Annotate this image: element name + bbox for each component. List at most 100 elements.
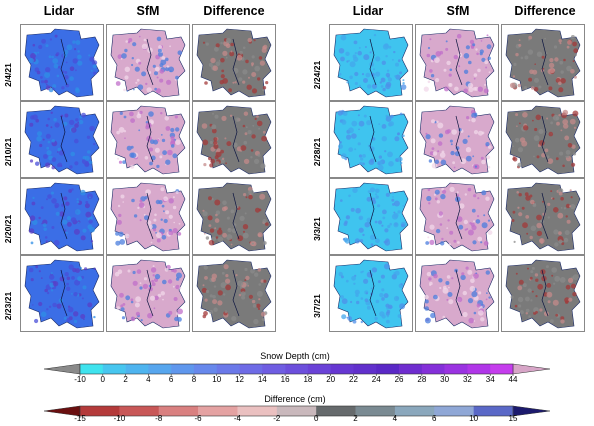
- map-pixel-patch: [545, 265, 549, 269]
- map-pixel-patch: [244, 212, 247, 215]
- map-pixel-patch: [117, 204, 121, 208]
- map-pixel-patch: [544, 312, 546, 315]
- map-pixel-patch: [162, 279, 167, 285]
- map-pixel-patch: [391, 274, 397, 280]
- map-pixel-patch: [478, 310, 484, 316]
- map-pixel-patch: [230, 243, 233, 246]
- map-pixel-patch: [70, 151, 75, 157]
- map-pixel-patch: [87, 302, 93, 308]
- map-pixel-patch: [466, 116, 470, 120]
- colorbar-segment: [316, 406, 356, 416]
- map-pixel-patch: [173, 268, 177, 273]
- map-pixel-patch: [363, 78, 368, 83]
- map-pixel-patch: [147, 220, 152, 225]
- map-pixel-patch: [131, 198, 135, 203]
- map-pixel-patch: [560, 78, 566, 84]
- snow-depth-bar-title: Snow Depth (cm): [260, 351, 330, 361]
- map-pixel-patch: [75, 118, 79, 122]
- map-pixel-patch: [355, 293, 359, 297]
- map-pixel-patch: [176, 272, 182, 279]
- map-pixel-patch: [563, 207, 567, 210]
- map-pixel-patch: [71, 188, 74, 191]
- map-pixel-patch: [384, 150, 387, 153]
- map-pixel-patch: [445, 40, 448, 43]
- map-pixel-patch: [143, 277, 148, 281]
- map-pixel-patch: [220, 158, 225, 164]
- map-pixel-patch: [438, 133, 444, 138]
- colorbar-segment: [490, 364, 514, 374]
- header-difference-left: Difference: [203, 4, 265, 18]
- map-pixel-patch: [213, 143, 219, 149]
- map-pixel-patch: [444, 86, 449, 92]
- map-pixel-patch: [359, 161, 363, 165]
- map-pixel-patch: [213, 140, 218, 145]
- map-pixel-patch: [92, 210, 95, 213]
- map-pixel-patch: [449, 230, 454, 235]
- map-pixel-patch: [518, 279, 524, 285]
- map-boundary-line: [541, 192, 549, 240]
- map-pixel-patch: [402, 82, 405, 85]
- map-pixel-patch: [440, 159, 447, 166]
- map-pixel-patch: [529, 276, 533, 280]
- map-pixel-patch: [168, 198, 174, 204]
- map-pixel-patch: [132, 270, 136, 275]
- map-pixel-patch: [51, 139, 55, 143]
- map-pixel-patch: [49, 38, 53, 41]
- map-pixel-patch: [90, 240, 94, 243]
- map-pixel-patch: [364, 298, 369, 303]
- map-pixel-patch: [135, 81, 138, 84]
- colorbar-tick-label: 2: [353, 414, 358, 423]
- map-pixel-patch: [464, 228, 467, 231]
- map-pixel-patch: [121, 53, 127, 59]
- map-pixel-patch: [45, 124, 49, 127]
- map-pixel-patch: [243, 158, 250, 165]
- map-pixel-patch: [548, 86, 553, 91]
- map-pixel-patch: [545, 52, 548, 54]
- map-pixel-patch: [246, 84, 252, 90]
- colorbar-segment: [125, 364, 149, 374]
- map-pixel-patch: [533, 135, 540, 141]
- map-pixel-patch: [434, 197, 438, 201]
- map-boundary-line: [146, 115, 154, 163]
- map-pixel-patch: [257, 232, 263, 238]
- map-pixel-patch: [394, 136, 400, 142]
- map-pixel-patch: [567, 40, 572, 45]
- map-pixel-patch: [519, 122, 521, 125]
- map-pixel-patch: [175, 190, 179, 194]
- map-pixel-patch: [123, 115, 127, 119]
- map-pixel-patch: [426, 195, 432, 202]
- map-pixel-patch: [468, 317, 474, 324]
- map-pixel-patch: [354, 148, 357, 151]
- map-pixel-patch: [572, 41, 577, 47]
- map-pixel-patch: [456, 33, 462, 39]
- map-pixel-patch: [431, 119, 435, 124]
- map-pixel-patch: [474, 165, 477, 168]
- map-pixel-patch: [40, 277, 43, 279]
- map-pixel-patch: [258, 298, 261, 301]
- map-pixel-patch: [566, 155, 570, 158]
- map-pixel-patch: [439, 286, 442, 290]
- map-pixel-patch: [65, 201, 70, 206]
- map-pixel-patch: [89, 160, 93, 164]
- map-pixel-patch: [367, 84, 372, 89]
- colorbar-tick-label: 0: [100, 375, 106, 384]
- map-pixel-patch: [156, 88, 161, 94]
- map-pixel-patch: [74, 138, 79, 144]
- map-pixel-patch: [165, 57, 169, 62]
- map-pixel-patch: [451, 277, 454, 280]
- map-pixel-patch: [175, 284, 180, 290]
- map-pixel-patch: [175, 127, 180, 132]
- lidar-map-panel: [20, 178, 104, 255]
- map-pixel-patch: [135, 296, 141, 303]
- map-pixel-patch: [120, 194, 125, 199]
- map-pixel-patch: [160, 291, 165, 296]
- sfm-map-panel: [415, 24, 499, 101]
- map-boundary-line: [455, 269, 463, 317]
- map-boundary-line: [232, 38, 240, 86]
- map-pixel-patch: [387, 224, 391, 229]
- map-pixel-patch: [449, 186, 455, 192]
- map-pixel-patch: [479, 49, 484, 54]
- map-pixel-patch: [83, 318, 85, 321]
- map-pixel-patch: [549, 58, 554, 63]
- map-pixel-patch: [450, 143, 453, 146]
